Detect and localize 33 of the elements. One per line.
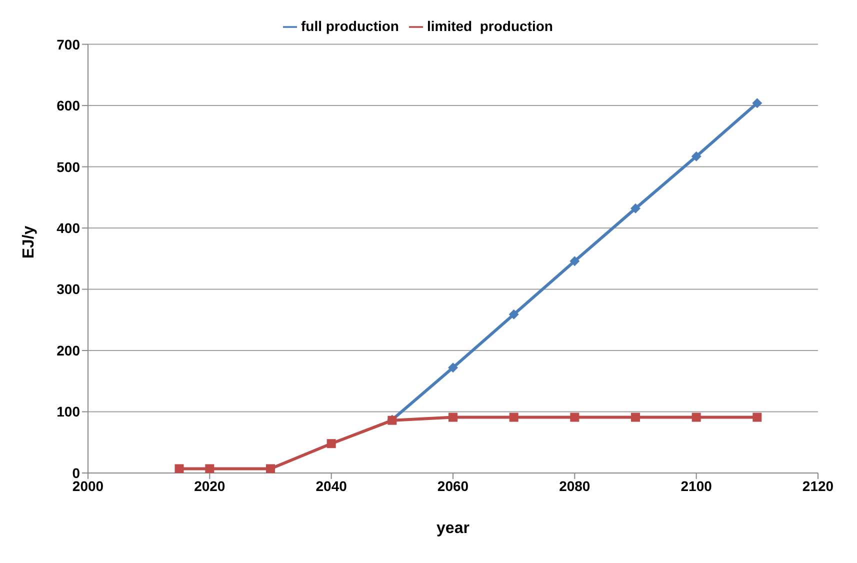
- y-tick-label: 500: [56, 158, 80, 175]
- y-axis-title: EJ/y: [20, 226, 38, 259]
- y-tick-label: 400: [56, 220, 80, 236]
- legend-label: limited production: [426, 18, 553, 34]
- x-axis-title: year: [436, 520, 470, 537]
- y-tick-label: 700: [56, 36, 80, 52]
- point: [752, 412, 762, 422]
- point: [508, 309, 519, 320]
- point: [691, 151, 702, 162]
- point: [570, 256, 580, 266]
- x-tick-label: 2100: [680, 478, 712, 494]
- y-tick-label: 100: [56, 404, 80, 420]
- x-tick-label: 2040: [316, 478, 348, 494]
- legend-label: full production: [301, 18, 399, 34]
- x-tick-label: 2020: [194, 478, 226, 494]
- x-tick-label: 2060: [437, 478, 469, 494]
- point: [631, 412, 640, 422]
- point: [326, 439, 336, 448]
- point: [570, 412, 580, 422]
- point: [692, 412, 701, 422]
- point: [174, 464, 184, 473]
- y-tick-label: 600: [56, 98, 80, 114]
- point: [448, 412, 458, 422]
- x-tick-label: 2120: [802, 478, 834, 494]
- point: [752, 98, 762, 108]
- point: [509, 412, 518, 422]
- x-tick-label: 2080: [559, 478, 590, 494]
- point: [630, 203, 640, 214]
- point: [205, 464, 214, 473]
- y-tick-label: 200: [56, 342, 80, 358]
- point: [266, 464, 275, 473]
- point: [448, 362, 458, 373]
- y-tick-label: 300: [56, 281, 80, 298]
